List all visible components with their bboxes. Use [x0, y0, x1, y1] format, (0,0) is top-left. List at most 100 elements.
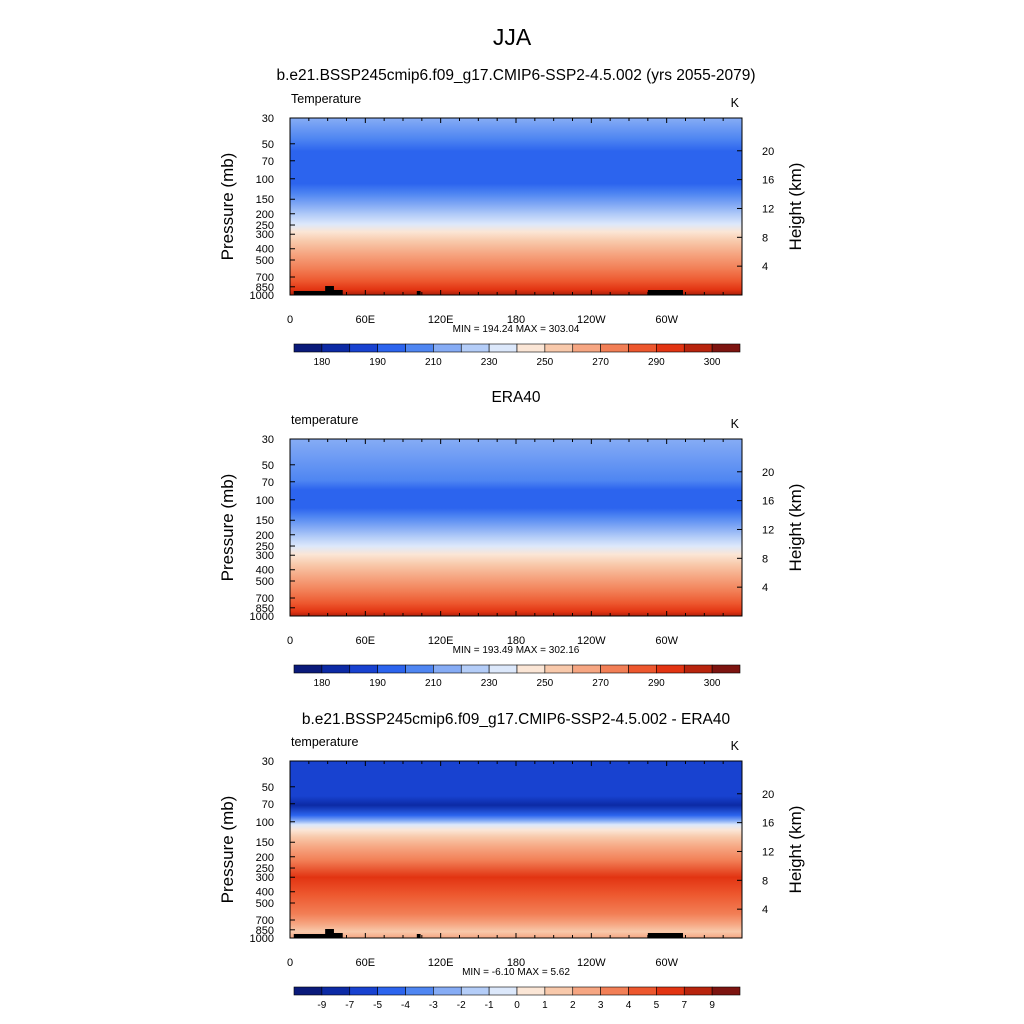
colorbar-box [683, 664, 713, 674]
colorbar-label: 2 [570, 1000, 576, 1011]
colorbar-label: 250 [537, 357, 554, 368]
height-tick-label: 8 [762, 875, 768, 887]
colorbar-box [349, 986, 378, 996]
units-label: K [731, 739, 740, 753]
height-tick-label: 4 [762, 582, 768, 594]
y-tick-label: 70 [262, 477, 274, 489]
colorbar-box [488, 986, 518, 996]
colorbar-box [544, 343, 574, 353]
colorbar-box [488, 664, 518, 674]
y-tick-label: 100 [256, 174, 274, 186]
topography-asia [416, 934, 421, 938]
x-tick-label: 60W [655, 957, 678, 969]
y-tick-label: 850 [256, 282, 274, 294]
colorbar-label: 300 [704, 357, 721, 368]
colorbar-label: 7 [681, 1000, 687, 1011]
x-tick-label: 0 [287, 314, 293, 326]
panel-2: ERA40 temperature K 0 60E 120E 180 120W 60W 30 50 7… [218, 389, 805, 689]
y-tick-label: 250 [256, 541, 274, 553]
y-tick-label: 1000 [250, 933, 274, 945]
colorbar-box [656, 664, 685, 674]
colorbar-box [460, 343, 490, 353]
contour-field [290, 118, 742, 295]
colorbar-box [628, 986, 657, 996]
height-tick-label: 12 [762, 846, 774, 858]
y-tick-label: 250 [256, 220, 274, 232]
y-tick-label: 400 [256, 565, 274, 577]
colorbar-box [544, 664, 574, 674]
colorbar-label: 190 [369, 357, 386, 368]
colorbar-box [516, 986, 546, 996]
panels: b.e21.BSSP245cmip6.f09_g17.CMIP6-SSP2-4.… [218, 67, 805, 1011]
colorbar-box [321, 343, 351, 353]
colorbar-box [293, 986, 323, 996]
panel-title: b.e21.BSSP245cmip6.f09_g17.CMIP6-SSP2-4.… [276, 67, 755, 84]
x-tick-label: 120E [428, 314, 454, 326]
colorbar-box [377, 343, 406, 353]
colorbar-label: 210 [425, 678, 442, 689]
colorbar-box [433, 343, 462, 353]
colorbar-box [377, 664, 406, 674]
y-tick-label: 200 [256, 530, 274, 542]
height-tick-label: 8 [762, 553, 768, 565]
y-tick-label: 500 [256, 255, 274, 267]
colorbar-box [405, 664, 434, 674]
colorbar-label: -4 [401, 1000, 410, 1011]
y-tick-label: 1000 [250, 290, 274, 302]
right-axis-title: Height (km) [786, 806, 805, 894]
contour-field [290, 439, 742, 616]
colorbar-label: 0 [514, 1000, 520, 1011]
panel-title: ERA40 [491, 389, 540, 406]
y-tick-label: 100 [256, 495, 274, 507]
stats-label: MIN = 193.49 MAX = 302.16 [453, 645, 580, 656]
colorbar-label: 250 [537, 678, 554, 689]
colorbar-box [488, 343, 518, 353]
topography-africa [293, 929, 343, 938]
colorbar: -9 -7 -5 -4 -3 -2 -1 0 1 2 3 4 5 7 9 [293, 986, 741, 1011]
y-tick-label: 700 [256, 915, 274, 927]
colorbar-box [349, 343, 378, 353]
stats-label: MIN = 194.24 MAX = 303.04 [453, 324, 580, 335]
colorbar-box [656, 343, 685, 353]
colorbar-box [711, 986, 741, 996]
y-axis-title: Pressure (mb) [218, 796, 237, 904]
y-tick-label: 700 [256, 272, 274, 284]
panel-title: b.e21.BSSP245cmip6.f09_g17.CMIP6-SSP2-4.… [302, 711, 731, 728]
colorbar-box [405, 986, 434, 996]
height-tick-label: 20 [762, 789, 774, 801]
colorbar-box [683, 343, 713, 353]
x-tick-label: 180 [507, 957, 525, 969]
x-tick-label: 60E [356, 635, 376, 647]
x-tick-label: 120W [577, 957, 606, 969]
y-tick-label: 30 [262, 434, 274, 446]
colorbar-label: 4 [626, 1000, 632, 1011]
y-tick-label: 30 [262, 113, 274, 125]
colorbar-box [600, 664, 629, 674]
y-tick-label: 30 [262, 756, 274, 768]
colorbar-label: 270 [592, 678, 609, 689]
height-tick-label: 20 [762, 146, 774, 158]
colorbar-box [711, 343, 741, 353]
y-tick-label: 150 [256, 837, 274, 849]
colorbar-label: -3 [429, 1000, 438, 1011]
colorbar-box [460, 986, 490, 996]
units-label: K [731, 96, 740, 110]
field-label: temperature [291, 413, 358, 427]
y-tick-label: 300 [256, 872, 274, 884]
topography-africa [293, 286, 343, 295]
colorbar-box [293, 343, 323, 353]
colorbar-label: -7 [345, 1000, 354, 1011]
colorbar-box [711, 664, 741, 674]
colorbar-label: 230 [481, 678, 498, 689]
height-tick-label: 20 [762, 467, 774, 479]
colorbar-label: -1 [485, 1000, 494, 1011]
y-axis-title: Pressure (mb) [218, 474, 237, 582]
colorbar-label: 9 [709, 1000, 715, 1011]
y-tick-label: 150 [256, 194, 274, 206]
colorbar: 180 190 210 230 250 270 290 300 [293, 664, 741, 689]
y-tick-label: 850 [256, 925, 274, 937]
colorbar-box [572, 986, 601, 996]
x-tick-label: 60E [356, 314, 376, 326]
y-axis-title: Pressure (mb) [218, 153, 237, 261]
